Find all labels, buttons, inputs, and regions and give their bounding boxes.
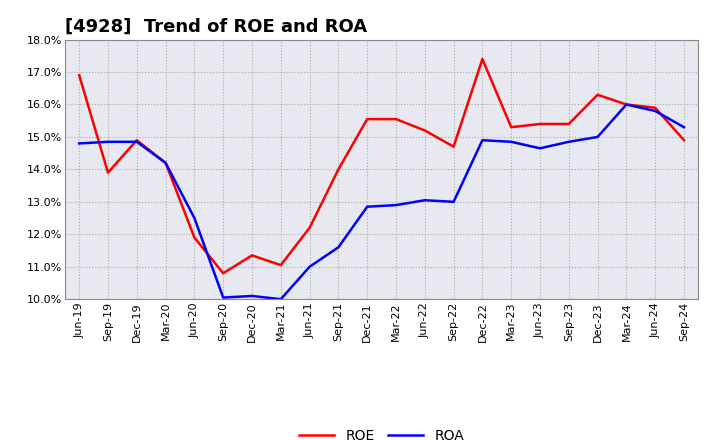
ROA <box>75 141 84 146</box>
ROA <box>305 264 314 269</box>
ROE <box>622 102 631 107</box>
ROE <box>190 235 199 240</box>
ROA <box>622 102 631 107</box>
ROE <box>276 263 285 268</box>
ROA <box>536 146 544 151</box>
ROA <box>593 134 602 139</box>
ROE <box>248 253 256 258</box>
ROE <box>536 121 544 127</box>
ROA <box>363 204 372 209</box>
ROE <box>392 117 400 122</box>
ROA <box>190 216 199 221</box>
ROA <box>248 293 256 299</box>
ROE <box>593 92 602 97</box>
Text: [4928]  Trend of ROE and ROA: [4928] Trend of ROE and ROA <box>65 17 367 35</box>
ROA <box>564 139 573 144</box>
ROE <box>132 138 141 143</box>
Legend: ROE, ROA: ROE, ROA <box>294 423 469 440</box>
ROA <box>680 125 688 130</box>
ROA <box>276 297 285 302</box>
ROE <box>104 170 112 175</box>
Line: ROE: ROE <box>79 59 684 273</box>
ROE <box>478 56 487 62</box>
ROE <box>680 138 688 143</box>
ROA <box>132 139 141 144</box>
ROE <box>651 105 660 110</box>
ROA <box>104 139 112 144</box>
ROA <box>507 139 516 144</box>
ROE <box>363 117 372 122</box>
ROE <box>334 167 343 172</box>
ROE <box>219 271 228 276</box>
ROA <box>392 202 400 208</box>
ROE <box>75 73 84 78</box>
ROA <box>651 108 660 114</box>
ROE <box>305 225 314 231</box>
ROA <box>334 245 343 250</box>
ROA <box>219 295 228 300</box>
ROA <box>449 199 458 205</box>
ROE <box>507 125 516 130</box>
ROE <box>564 121 573 127</box>
ROA <box>478 138 487 143</box>
Line: ROA: ROA <box>79 104 684 299</box>
ROE <box>449 144 458 149</box>
ROA <box>161 160 170 165</box>
ROE <box>420 128 429 133</box>
ROA <box>420 198 429 203</box>
ROE <box>161 160 170 165</box>
